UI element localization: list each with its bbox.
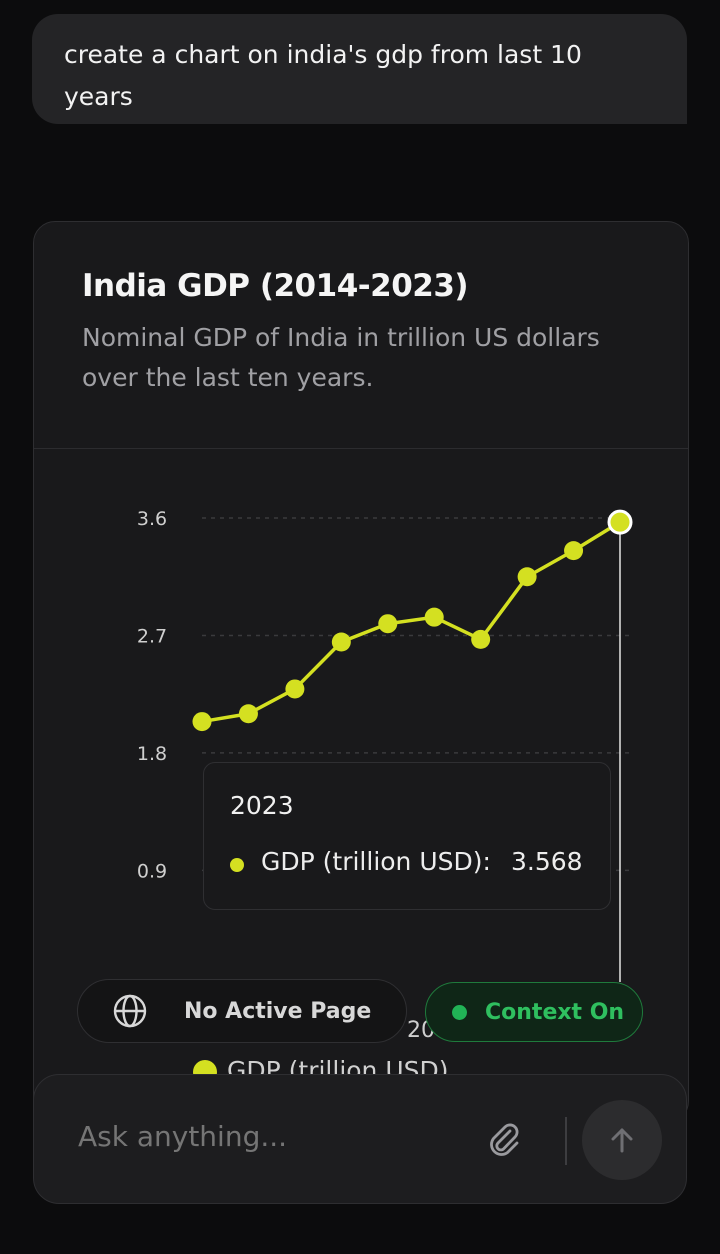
data-point: [378, 614, 398, 634]
chat-input[interactable]: [76, 1119, 440, 1154]
input-separator: [565, 1117, 567, 1165]
data-point-active: [607, 509, 633, 535]
arrow-up-icon: [611, 1128, 633, 1153]
legend-dot: [193, 1060, 217, 1076]
chart-tooltip: 2023 GDP (trillion USD): 3.568: [203, 762, 611, 910]
user-message-text: create a chart on india's gdp from last …: [64, 40, 582, 111]
y-tick-label: 0.9: [137, 860, 167, 882]
active-page-pill[interactable]: No Active Page: [77, 979, 407, 1043]
y-tick-label: 2.7: [137, 625, 167, 647]
data-point: [471, 629, 491, 649]
chart-legend: GDP (trillion USD): [193, 1056, 449, 1076]
globe-icon: [113, 994, 147, 1028]
tooltip-year: 2023: [230, 791, 294, 820]
context-status-dot: [452, 1004, 467, 1020]
y-tick-label: 1.8: [137, 743, 167, 765]
send-button[interactable]: [582, 1100, 662, 1180]
data-point: [285, 679, 305, 699]
y-tick-label: 3.6: [137, 508, 167, 530]
chart-card-description: Nominal GDP of India in trillion US doll…: [82, 323, 600, 392]
user-message-bubble: create a chart on india's gdp from last …: [32, 14, 687, 124]
data-point: [517, 567, 537, 587]
data-point: [564, 541, 584, 561]
data-point: [424, 607, 444, 627]
tooltip-label: GDP (trillion USD):: [261, 847, 491, 876]
context-label: Context On: [485, 999, 625, 1025]
card-divider: [34, 448, 688, 449]
paperclip-icon[interactable]: [483, 1119, 523, 1159]
tooltip-series-dot: [230, 858, 244, 872]
data-point: [192, 712, 212, 732]
chart-card: India GDP (2014-2023) Nominal GDP of Ind…: [33, 221, 689, 1123]
series-line: [200, 520, 622, 724]
tooltip-value: 3.568: [511, 847, 583, 876]
context-toggle[interactable]: Context On: [425, 982, 643, 1042]
data-point: [331, 632, 351, 652]
chart-card-title: India GDP (2014-2023): [82, 268, 469, 304]
active-page-label: No Active Page: [184, 998, 372, 1024]
chat-input-bar: [33, 1074, 687, 1204]
legend-label: GDP (trillion USD): [227, 1056, 449, 1076]
data-point: [238, 704, 258, 724]
